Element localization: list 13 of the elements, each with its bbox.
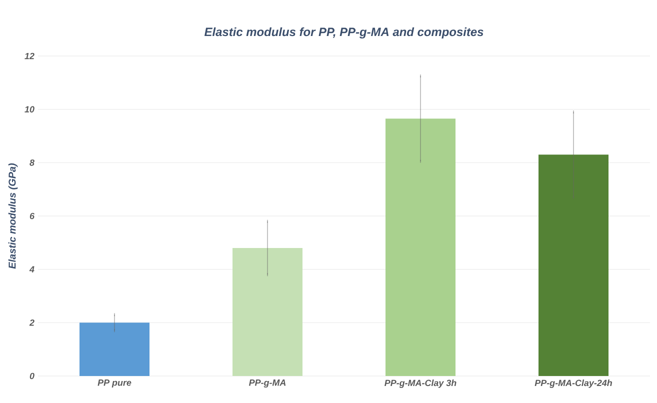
y-tick-label: 10: [24, 106, 34, 113]
chart-title: Elastic modulus for PP, PP-g-MA and composites: [204, 27, 484, 38]
y-tick-label: 8: [30, 159, 34, 166]
x-tick-label: PP pure: [98, 380, 132, 388]
y-tick-label: 0: [30, 372, 34, 380]
y-tick-label: 2: [29, 320, 34, 326]
x-tick-label: PP-g-MA: [248, 380, 286, 388]
y-tick-label: 12: [24, 52, 34, 60]
x-tick-label: PP-g-MA-Clay 3h: [384, 380, 456, 388]
y-tick-label: 6: [30, 212, 35, 220]
x-tick-label: PP-g-MA-Clay-24h: [534, 380, 612, 388]
y-axis-title: Elastic modulus (GPa): [8, 163, 18, 269]
y-tick-label: 4: [29, 266, 34, 272]
